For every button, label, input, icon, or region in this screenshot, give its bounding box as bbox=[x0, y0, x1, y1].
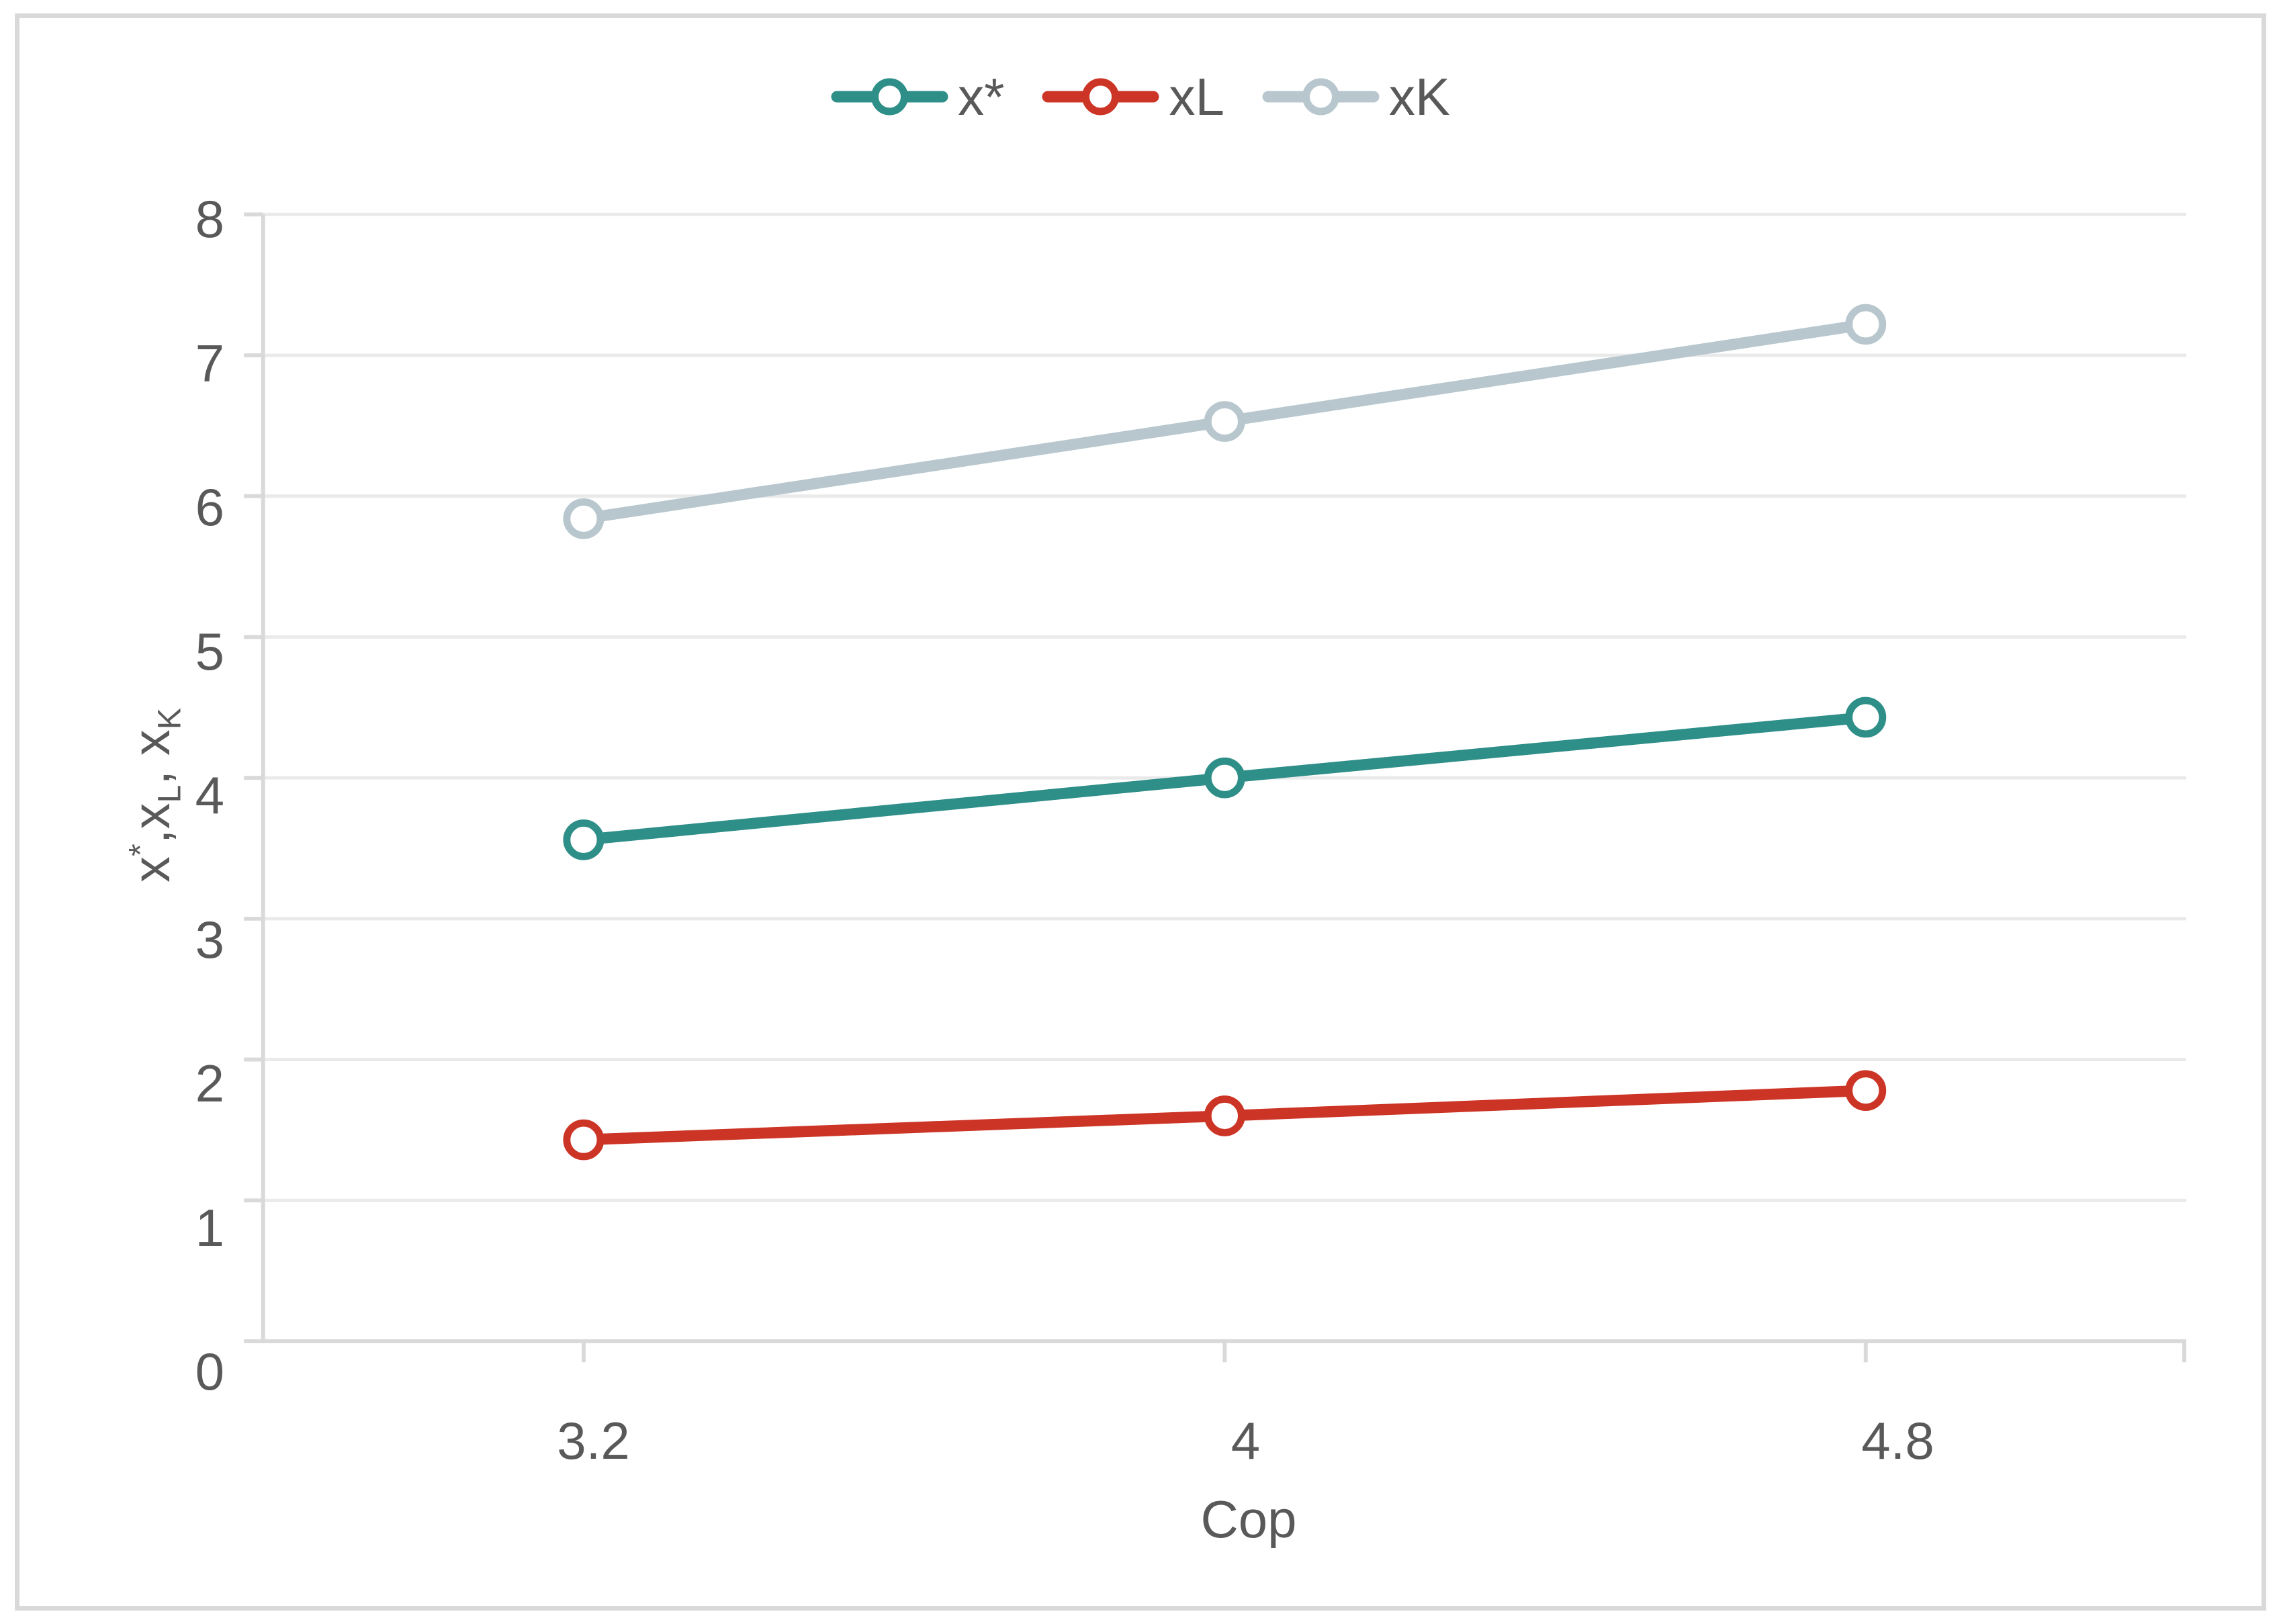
legend: x* xL xK bbox=[19, 71, 2262, 123]
chart-border-frame: x* xL xK 0 1 2 3 4 5 6 7 8 3.2 4 4.8 x*,xL, xK Cop bbox=[15, 13, 2266, 1611]
data-point-marker-xL bbox=[1204, 1095, 1245, 1136]
x-axis-tick-label: 4 bbox=[1231, 1411, 1261, 1470]
y-axis-tick-label: 8 bbox=[195, 189, 224, 249]
y-axis-title-part: K bbox=[151, 708, 188, 730]
y-axis-tick-label: 4 bbox=[195, 766, 224, 825]
y-axis-tick-label: 7 bbox=[195, 333, 224, 393]
x-axis-title: Cop bbox=[1200, 1490, 1297, 1549]
data-point-marker-xL bbox=[563, 1119, 605, 1161]
legend-item-xl: xL bbox=[1042, 71, 1224, 123]
y-axis-title-part: * bbox=[122, 844, 159, 857]
y-axis-tick-label: 2 bbox=[195, 1054, 224, 1113]
y-axis-tick-label: 1 bbox=[195, 1198, 224, 1257]
data-point-marker-x* bbox=[1204, 757, 1245, 799]
plot-area bbox=[244, 212, 2186, 1363]
y-axis-title-part: , x bbox=[122, 729, 181, 785]
y-axis-title-part: x bbox=[122, 856, 181, 883]
legend-label: xK bbox=[1388, 67, 1450, 126]
y-axis-tick-label: 5 bbox=[195, 621, 224, 681]
line-marker-icon bbox=[1262, 78, 1380, 116]
y-axis-tick-label: 3 bbox=[195, 909, 224, 969]
line-marker-icon bbox=[1042, 78, 1159, 116]
legend-label: x* bbox=[958, 67, 1005, 126]
x-axis-tick-label: 4.8 bbox=[1861, 1411, 1934, 1470]
legend-item-xstar: x* bbox=[831, 71, 1004, 123]
y-axis-title-part: ,x bbox=[122, 803, 181, 844]
data-point-marker-xK bbox=[1204, 401, 1245, 442]
y-axis-tick-label: 6 bbox=[195, 478, 224, 537]
line-marker-icon bbox=[831, 78, 948, 116]
y-axis-tick-label: 0 bbox=[195, 1342, 224, 1401]
data-point-marker-xK bbox=[1845, 304, 1887, 345]
data-point-marker-x* bbox=[1845, 696, 1887, 738]
legend-item-xk: xK bbox=[1262, 71, 1450, 123]
legend-label: xL bbox=[1169, 67, 1224, 126]
data-point-marker-xK bbox=[563, 498, 605, 539]
y-axis-title: x*,xL, xK bbox=[110, 392, 188, 1198]
x-axis-tick-label: 3.2 bbox=[557, 1411, 630, 1470]
data-point-marker-x* bbox=[563, 819, 605, 860]
y-axis-title-part: L bbox=[151, 784, 188, 803]
data-point-marker-xL bbox=[1845, 1070, 1887, 1112]
